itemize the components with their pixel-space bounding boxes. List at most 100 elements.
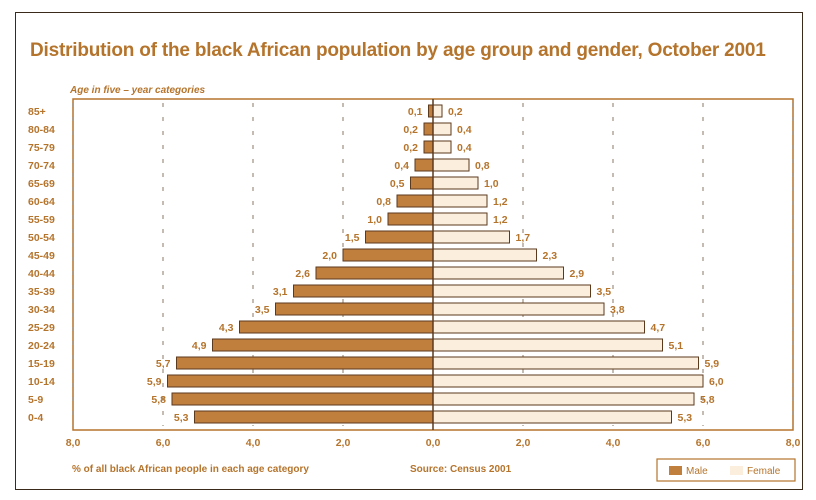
- bar-male: [396, 194, 434, 208]
- value-label-female: 5,8: [700, 394, 715, 406]
- category-label: 35-39: [28, 286, 55, 298]
- value-label-female: 3,8: [610, 304, 625, 316]
- bar-male: [315, 266, 434, 280]
- value-label-male: 1,0: [367, 214, 382, 226]
- legend-label-male: Male: [686, 466, 708, 477]
- category-label: 75-79: [28, 142, 55, 154]
- bar-male: [293, 284, 434, 298]
- bar-female: [432, 374, 704, 388]
- bar-male: [387, 212, 434, 226]
- value-label-female: 5,1: [669, 340, 684, 352]
- value-label-male: 0,2: [403, 142, 418, 154]
- value-label-male: 3,1: [273, 286, 288, 298]
- value-label-female: 1,2: [493, 214, 508, 226]
- value-label-male: 0,1: [408, 106, 423, 118]
- value-label-male: 2,0: [322, 250, 337, 262]
- value-label-female: 2,3: [543, 250, 558, 262]
- bar-male: [423, 122, 434, 136]
- bar-male: [275, 302, 434, 316]
- category-label: 60-64: [28, 196, 55, 208]
- value-label-female: 5,9: [705, 358, 720, 370]
- bar-female: [432, 410, 672, 424]
- value-label-male: 2,6: [295, 268, 310, 280]
- value-label-female: 2,9: [570, 268, 585, 280]
- gridlines: [72, 103, 794, 426]
- chart-title: Distribution of the black African popula…: [30, 40, 766, 61]
- bar-male: [239, 320, 434, 334]
- legend-label-female: Female: [747, 466, 781, 477]
- x-tick-label: 6,0: [696, 437, 711, 449]
- bar-female: [432, 284, 591, 298]
- value-label-male: 0,5: [390, 178, 405, 190]
- x-tick-label: 8,0: [786, 437, 801, 449]
- value-labels: 0,1 0,20,2 0,40,2 0,40,4 0,80,5 1,00,8 1,21,0 1…: [147, 106, 724, 424]
- bar-female: [432, 356, 699, 370]
- value-label-male: 5,3: [174, 412, 189, 424]
- bar-female: [432, 230, 510, 244]
- value-label-male: 1,5: [345, 232, 360, 244]
- x-tick-label: 4,0: [246, 437, 261, 449]
- value-label-male: 0,4: [394, 160, 409, 172]
- bar-female: [432, 122, 452, 136]
- bar-male: [342, 248, 434, 262]
- value-label-male: 4,3: [219, 322, 234, 334]
- x-axis-label: % of all black African people in each ag…: [72, 464, 309, 475]
- x-tick-label: 0,0: [426, 437, 441, 449]
- value-label-male: 5,9: [147, 376, 162, 388]
- bars: [167, 99, 704, 430]
- value-label-female: 0,4: [457, 124, 472, 136]
- bar-male: [167, 374, 434, 388]
- bar-female: [432, 140, 452, 154]
- value-label-female: 0,2: [448, 106, 463, 118]
- category-label: 0-4: [28, 412, 43, 424]
- legend-box: [656, 458, 796, 482]
- value-label-female: 3,5: [597, 286, 612, 298]
- category-label: 45-49: [28, 250, 55, 262]
- bar-male: [212, 338, 434, 352]
- x-tick-label: 6,0: [156, 437, 171, 449]
- category-label: 10-14: [28, 376, 55, 388]
- value-label-male: 0,2: [403, 124, 418, 136]
- bar-male: [176, 356, 434, 370]
- category-label: 15-19: [28, 358, 55, 370]
- category-label: 85+: [28, 106, 46, 118]
- bar-male: [365, 230, 434, 244]
- value-label-male: 5,8: [151, 394, 166, 406]
- x-tick-label: 2,0: [336, 437, 351, 449]
- source-note: Source: Census 2001: [410, 464, 512, 475]
- value-label-female: 0,4: [457, 142, 472, 154]
- y-axis-label: Age in five – year categories: [69, 85, 206, 96]
- value-label-male: 0,8: [376, 196, 391, 208]
- category-label: 20-24: [28, 340, 55, 352]
- x-tick-labels: 8,0 6,0 4,0 2,0 0,0 2,0 4,0 6,0 8,0: [66, 437, 801, 449]
- bar-female: [432, 104, 443, 118]
- category-label: 40-44: [28, 268, 55, 280]
- legend-swatch-female: [730, 466, 743, 475]
- legend: Male Female: [656, 458, 796, 482]
- value-label-female: 6,0: [709, 376, 724, 388]
- bar-female: [432, 302, 605, 316]
- category-label: 55-59: [28, 214, 55, 226]
- value-label-female: 5,3: [678, 412, 693, 424]
- bar-female: [432, 176, 479, 190]
- value-label-female: 1,0: [484, 178, 499, 190]
- category-label: 70-74: [28, 160, 55, 172]
- bar-female: [432, 194, 488, 208]
- value-label-female: 1,2: [493, 196, 508, 208]
- value-label-male: 5,7: [156, 358, 171, 370]
- bar-female: [432, 248, 537, 262]
- x-tick-label: 8,0: [66, 437, 81, 449]
- category-label: 50-54: [28, 232, 55, 244]
- category-label: 25-29: [28, 322, 55, 334]
- bar-male: [423, 140, 434, 154]
- bar-male: [410, 176, 434, 190]
- value-label-male: 3,5: [255, 304, 270, 316]
- value-label-female: 1,7: [516, 232, 531, 244]
- value-label-female: 0,8: [475, 160, 490, 172]
- x-tick-label: 4,0: [606, 437, 621, 449]
- bar-male: [171, 392, 434, 406]
- legend-swatch-male: [669, 466, 682, 475]
- bar-male: [414, 158, 434, 172]
- bar-female: [432, 320, 645, 334]
